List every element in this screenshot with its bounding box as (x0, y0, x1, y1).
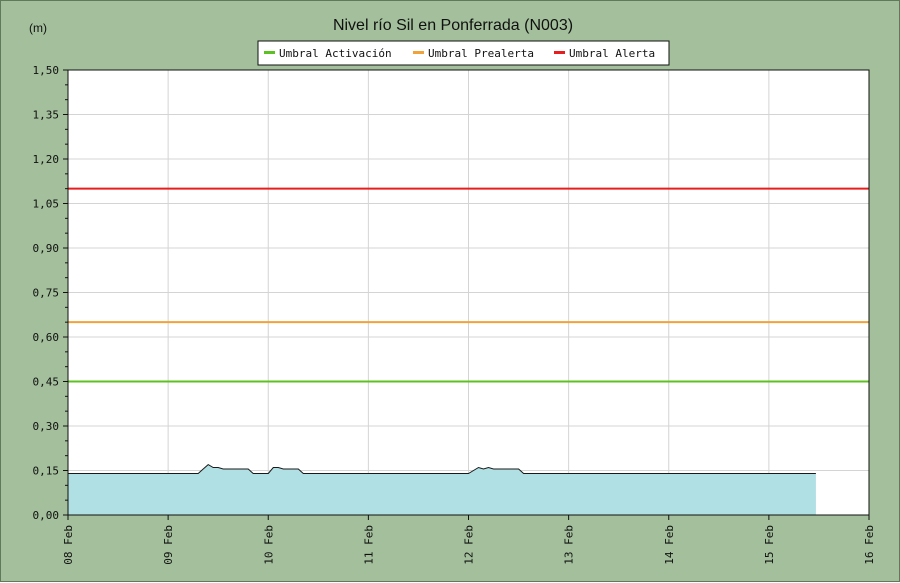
x-tick-labels: 08 Feb 09 Feb 10 Feb 11 Feb 12 Feb 13 Feb 14 F… (62, 525, 876, 565)
legend-swatch (413, 51, 424, 54)
legend-swatch (264, 51, 275, 54)
y-axis-unit-label: (m) (29, 21, 47, 35)
y-tick-label: 0,00 (33, 509, 60, 522)
y-tick-label: 1,05 (33, 198, 60, 211)
legend-label: Umbral Alerta (569, 47, 655, 60)
series-layer (68, 463, 816, 515)
y-tick-label: 1,20 (33, 153, 60, 166)
plot-border (67, 69, 870, 516)
y-tick-label: 0,90 (33, 242, 60, 255)
x-tick-label: 10 Feb (262, 525, 275, 565)
x-tick-label: 11 Feb (362, 525, 375, 565)
y-tick-label: 0,60 (33, 331, 60, 344)
y-tick-label: 1,50 (33, 64, 60, 77)
river-level-line (68, 463, 816, 474)
river-level-area (68, 464, 816, 515)
x-tick-label: 09 Feb (162, 525, 175, 565)
y-tick-label: 0,30 (33, 420, 60, 433)
threshold-layer (68, 187, 869, 383)
x-tick-label: 08 Feb (62, 525, 75, 565)
x-tick-label: 13 Feb (563, 525, 576, 565)
chart-title: Nivel río Sil en Ponferrada (N003) (333, 17, 573, 34)
legend: Umbral Activación Umbral Prealerta Umbral … (257, 40, 670, 66)
y-tick-labels: 0,00 0,15 0,30 0,45 0,60 0,75 0,90 1,05 1,20 1,35… (33, 64, 60, 522)
y-tick-label: 0,45 (33, 376, 60, 389)
x-tick-label: 12 Feb (463, 525, 476, 565)
y-tick-label: 0,15 (33, 465, 60, 478)
legend-label: Umbral Prealerta (428, 47, 534, 60)
y-tick-label: 0,75 (33, 287, 60, 300)
x-tick-label: 14 Feb (663, 525, 676, 565)
legend-box (257, 40, 670, 66)
x-tick-label: 15 Feb (763, 525, 776, 565)
axes (63, 69, 870, 520)
legend-swatch (554, 51, 565, 54)
y-tick-label: 1,35 (33, 109, 60, 122)
x-tick-label: 16 Feb (863, 525, 876, 565)
legend-label: Umbral Activación (279, 47, 392, 60)
